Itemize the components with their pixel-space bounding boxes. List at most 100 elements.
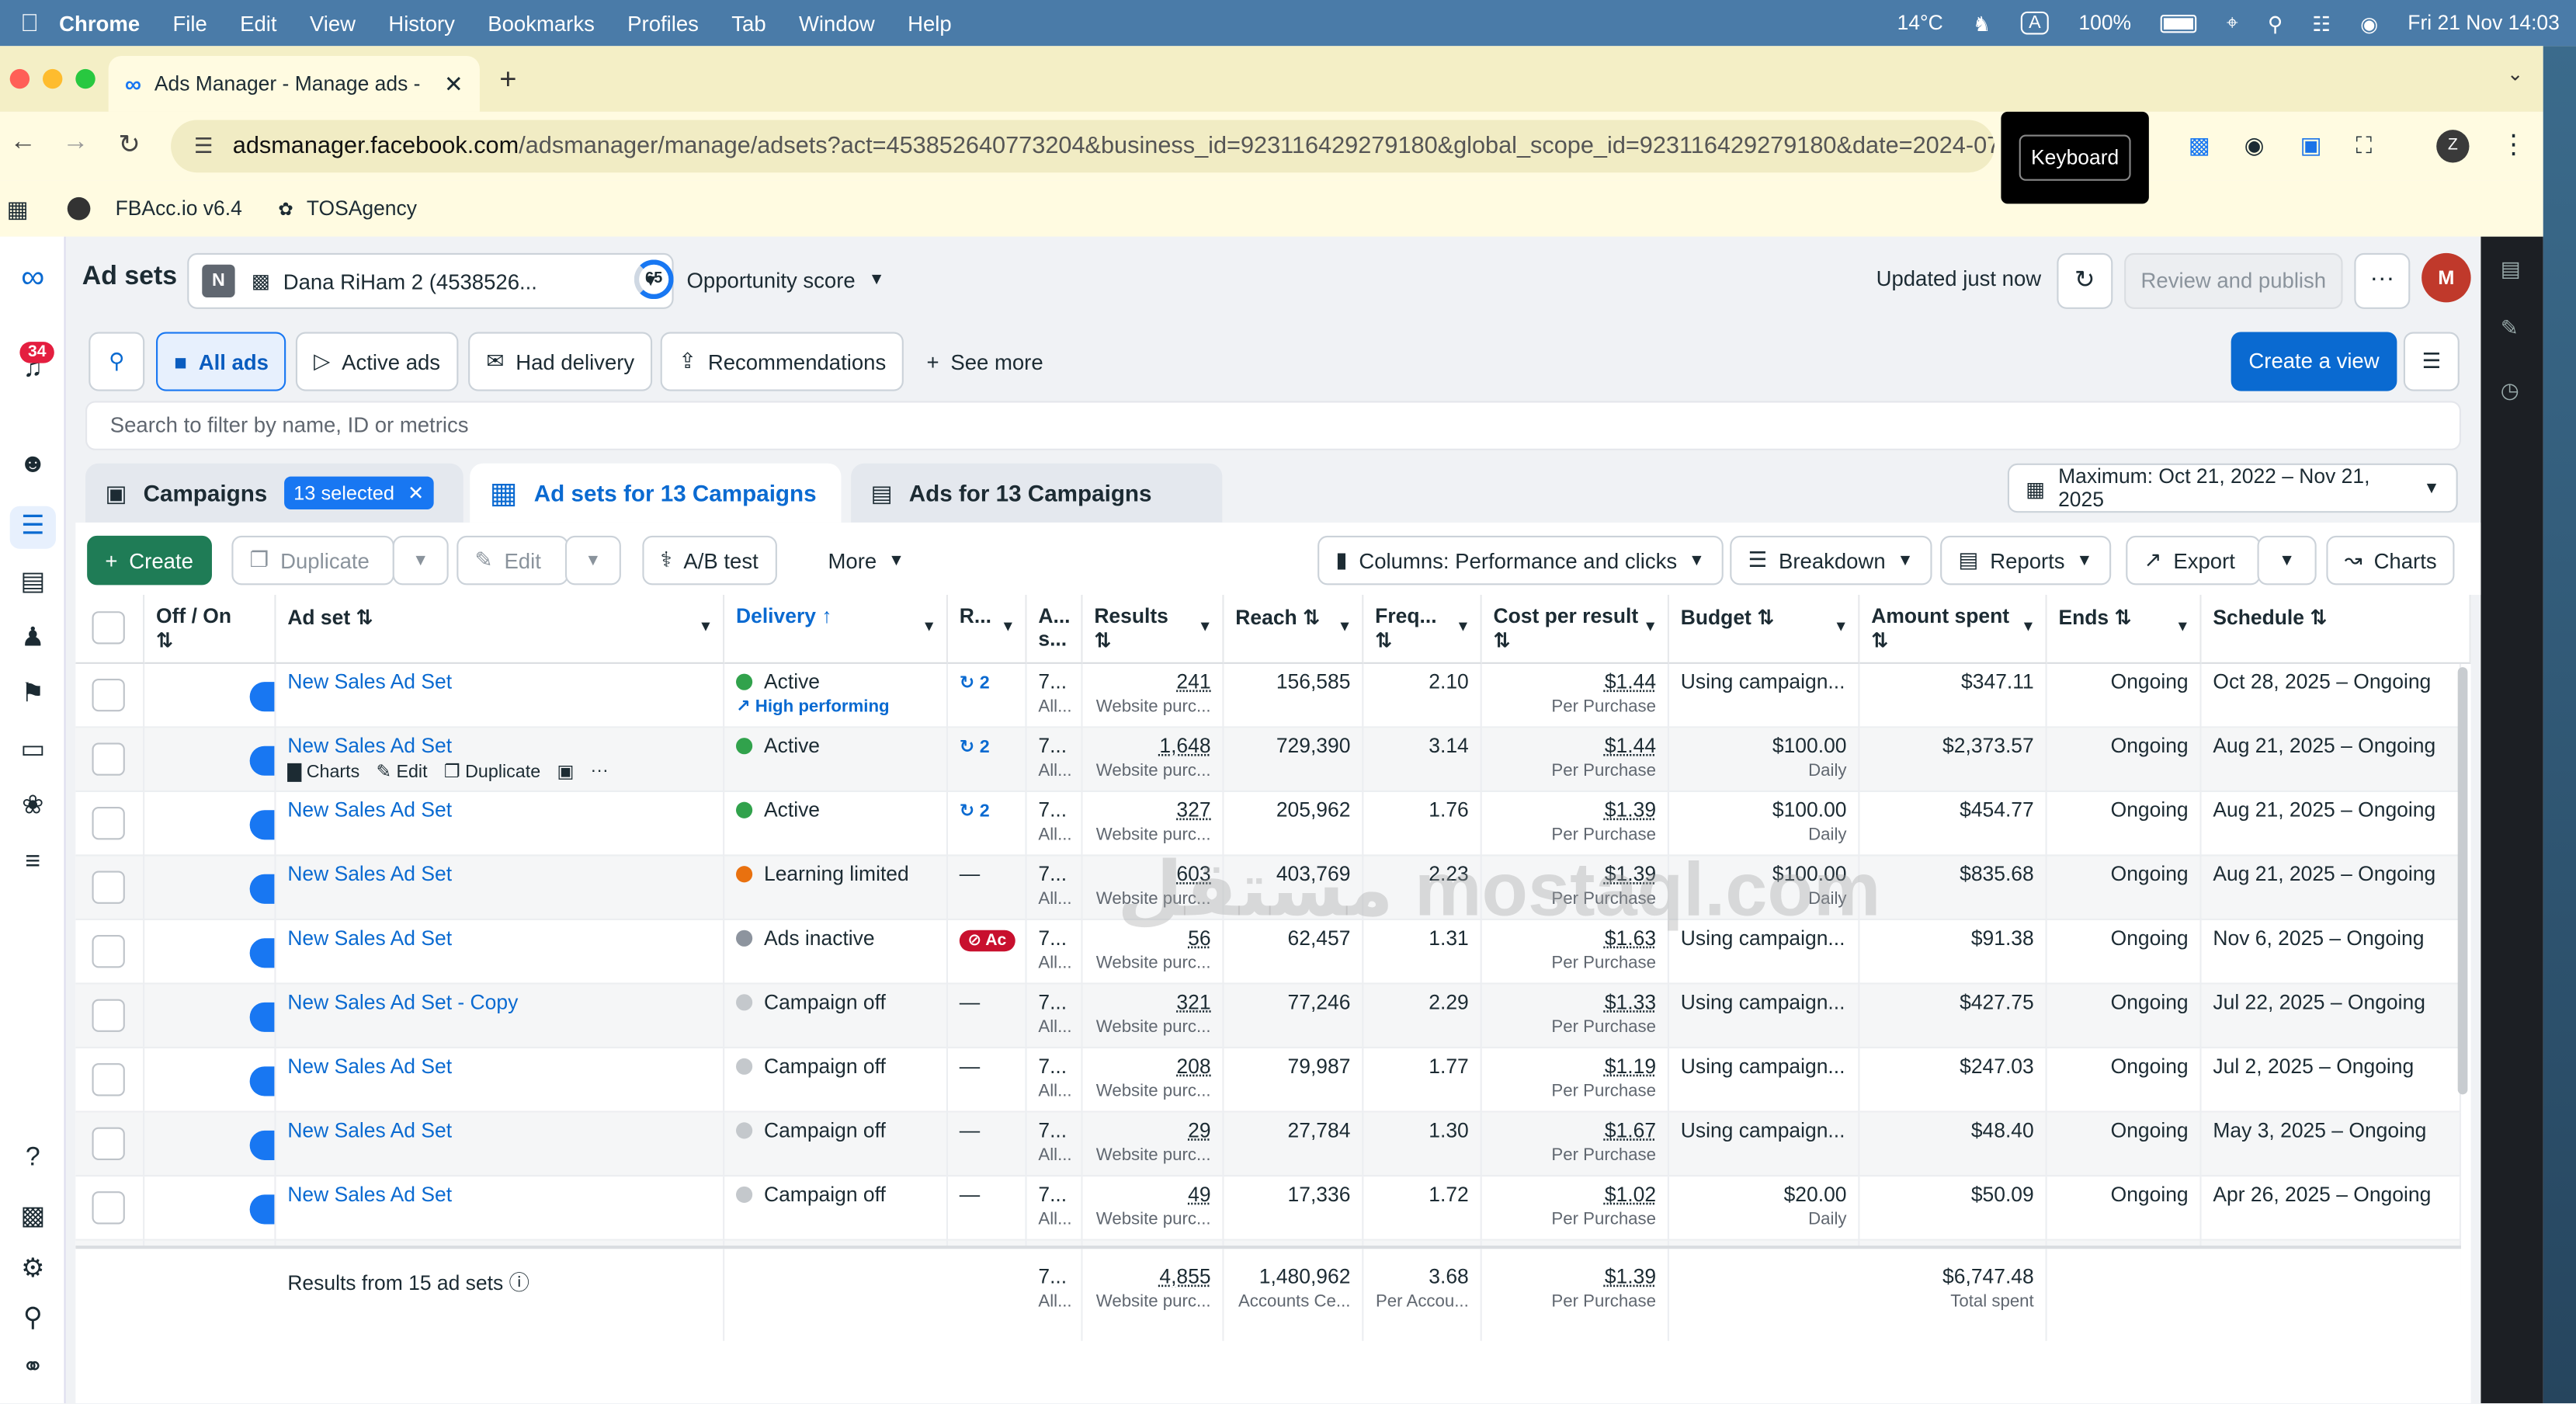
row-checkbox[interactable]: [92, 999, 125, 1032]
weather-temperature[interactable]: 14°C: [1897, 11, 1943, 35]
results-value[interactable]: 321: [1176, 991, 1211, 1014]
see-more-filters[interactable]: + See more: [910, 332, 1059, 391]
apple-icon[interactable]: : [0, 9, 59, 37]
account-overview-icon[interactable]: ☻: [19, 450, 47, 478]
row-checkbox[interactable]: [92, 807, 125, 840]
new-tab-icon[interactable]: +: [499, 62, 517, 96]
column-header-delivery[interactable]: Delivery ↑ ▼: [724, 595, 948, 664]
budget-value[interactable]: $20.00: [1783, 1183, 1847, 1207]
adset-on-off-toggle[interactable]: [249, 810, 275, 840]
more-icon[interactable]: ···: [590, 760, 609, 781]
billing-card-icon[interactable]: ▭: [20, 736, 46, 764]
info-icon[interactable]: ⓘ: [509, 1271, 530, 1295]
spotlight-search-icon[interactable]: ⚲: [2267, 12, 2283, 36]
filter-active-ads[interactable]: ▷ Active ads: [295, 332, 459, 391]
results-value[interactable]: 208: [1176, 1055, 1211, 1079]
minimize-window-button[interactable]: [43, 68, 63, 89]
audiences-icon[interactable]: ♟: [21, 624, 45, 653]
column-header-results[interactable]: Results ⇅ ▼: [1082, 595, 1224, 664]
menu-file[interactable]: File: [172, 10, 207, 36]
column-header-budget[interactable]: Budget ⇅ ▼: [1668, 595, 1860, 664]
column-header-reach[interactable]: Reach ⇅ ▼: [1224, 595, 1364, 664]
search-button[interactable]: ⚲: [89, 332, 145, 391]
menu-chrome[interactable]: Chrome: [59, 10, 141, 36]
edit-button[interactable]: ✎ Edit: [457, 535, 569, 586]
results-value[interactable]: 603: [1176, 862, 1211, 886]
control-center-icon[interactable]: ☷: [2312, 12, 2331, 36]
campaigns-table-icon[interactable]: ☰: [9, 506, 56, 549]
site-info-icon[interactable]: ☰: [193, 133, 214, 158]
business-tools-icon[interactable]: ❀: [22, 791, 44, 820]
table-row[interactable]: New Sales Ad Set Ads inactive ⊘ Ac 7... All.…: [75, 920, 2461, 985]
column-header-cost-per-result[interactable]: Cost per result ⇅ ▼: [1481, 595, 1669, 664]
clear-selection-icon[interactable]: ✕: [407, 481, 425, 505]
opportunity-score-dropdown[interactable]: 65 Opportunity score ▼: [634, 259, 885, 300]
row-action-edit[interactable]: ✎ Edit: [376, 761, 427, 782]
row-checkbox[interactable]: [92, 871, 125, 904]
column-header-recommendations[interactable]: R... ▼: [947, 595, 1027, 664]
charts-button[interactable]: ↝ Charts: [2326, 535, 2455, 586]
columns-button[interactable]: ▮ Columns: Performance and clicks ▼: [1318, 535, 1724, 586]
budget-value[interactable]: Using campaign...: [1680, 670, 1845, 693]
cost-per-result-value[interactable]: $1.67: [1604, 1119, 1657, 1142]
filter-had-delivery[interactable]: ✉ Had delivery: [468, 332, 653, 391]
puzzle-extensions-icon[interactable]: ⛶: [2356, 131, 2373, 158]
more-actions-button[interactable]: More ▼: [811, 535, 922, 586]
bookmark-fbacc[interactable]: FBAcc.io v6.4: [68, 196, 242, 221]
results-value[interactable]: 49: [1188, 1183, 1211, 1207]
table-row[interactable]: New Sales Ad Set Learning limited — 7... All…: [75, 856, 2461, 921]
extension-icon[interactable]: ▩: [2188, 131, 2210, 158]
row-checkbox[interactable]: [92, 1191, 125, 1225]
results-value[interactable]: 1,648: [1159, 734, 1211, 758]
column-header-adset[interactable]: Ad set ⇅ ▼: [276, 595, 725, 664]
budget-value[interactable]: $100.00: [1772, 798, 1847, 822]
user-avatar[interactable]: M: [2422, 252, 2471, 303]
results-value[interactable]: 56: [1188, 926, 1211, 950]
battery-icon[interactable]: [2161, 13, 2197, 33]
adset-name-link[interactable]: New Sales Ad Set: [287, 1055, 453, 1079]
pencil-icon[interactable]: ✎: [2500, 315, 2519, 341]
adset-on-off-toggle[interactable]: [249, 1130, 275, 1160]
image-icon[interactable]: ▣: [557, 762, 575, 783]
cost-per-result-value[interactable]: $1.02: [1604, 1183, 1657, 1207]
column-header-ends[interactable]: Ends ⇅ ▼: [2047, 595, 2202, 664]
reports-button[interactable]: ▤ Reports ▼: [1940, 535, 2111, 586]
all-tools-menu-icon[interactable]: ≡: [25, 847, 41, 876]
duplicate-dropdown-button[interactable]: ▼: [392, 535, 449, 586]
support-headset-icon[interactable]: ⚭: [22, 1354, 44, 1382]
help-icon[interactable]: ?: [25, 1143, 40, 1172]
budget-value[interactable]: Using campaign...: [1680, 991, 1845, 1014]
menu-bookmarks[interactable]: Bookmarks: [488, 10, 595, 36]
budget-value[interactable]: Using campaign...: [1680, 1119, 1845, 1142]
table-row[interactable]: New Sales Ad Set Active ↻ 2 7... All... 327 We…: [75, 791, 2461, 857]
filter-recommendations[interactable]: ⇪ Recommendations: [660, 332, 904, 391]
more-options-button[interactable]: ···: [2354, 252, 2411, 309]
adset-on-off-toggle[interactable]: [249, 745, 275, 776]
advertising-megaphone-icon[interactable]: ⚑: [21, 680, 45, 709]
budget-value[interactable]: Using campaign...: [1680, 926, 1845, 950]
back-arrow-icon[interactable]: ←: [9, 128, 36, 157]
refresh-button[interactable]: ↻: [2057, 252, 2113, 309]
extension-icon[interactable]: ▣: [2300, 131, 2322, 158]
cost-per-result-value[interactable]: $1.44: [1604, 734, 1657, 758]
cost-per-result-value[interactable]: $1.33: [1604, 991, 1657, 1014]
input-source-indicator[interactable]: A: [2020, 11, 2050, 35]
adset-name-link[interactable]: New Sales Ad Set: [287, 1119, 453, 1142]
budget-value[interactable]: Using campaign...: [1680, 1055, 1845, 1079]
column-header-amount-spent[interactable]: Amount spent ⇅ ▼: [1859, 595, 2047, 664]
menu-tab[interactable]: Tab: [731, 10, 766, 36]
row-checkbox[interactable]: [92, 935, 125, 968]
tab-ads[interactable]: ▤ Ads for 13 Campaigns: [851, 463, 1223, 523]
row-checkbox[interactable]: [92, 742, 125, 776]
budget-value[interactable]: $100.00: [1772, 862, 1847, 886]
adset-on-off-toggle[interactable]: [249, 1002, 275, 1032]
reload-icon[interactable]: ↻: [118, 131, 141, 160]
profile-avatar[interactable]: Z: [2436, 130, 2470, 163]
tab-campaigns[interactable]: ▣ Campaigns 13 selected ✕: [85, 463, 463, 523]
address-bar[interactable]: ☰ adsmanager.facebook.com/adsmanager/man…: [171, 120, 1994, 173]
menu-view[interactable]: View: [309, 10, 356, 36]
recommendations-badge[interactable]: ↻ 2: [960, 738, 990, 757]
history-clock-icon[interactable]: ◷: [2500, 377, 2519, 403]
adset-name-link[interactable]: New Sales Ad Set: [287, 734, 453, 758]
apps-grid-icon[interactable]: ▦: [6, 194, 29, 221]
